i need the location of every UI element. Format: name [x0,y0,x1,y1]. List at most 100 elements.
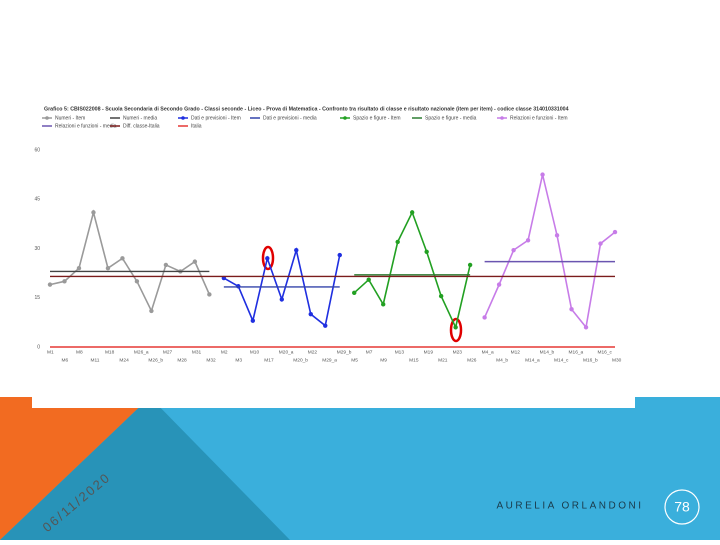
x-tick-label: M4_a [482,349,494,355]
legend-label: Diff. classe-Italia [123,123,160,129]
legend-marker [45,116,49,120]
x-tick-label: M16_c [598,349,613,355]
point [453,325,458,330]
point [583,325,589,330]
legend-marker [181,116,185,120]
point [105,266,111,271]
page-circle [664,489,700,525]
x-tick-label: M23 [453,349,463,355]
point [91,210,96,215]
point [424,249,429,254]
point [496,282,502,287]
point [279,297,284,302]
x-tick-label: M16_b [583,357,598,363]
teal-shape [0,397,290,540]
point [511,247,516,253]
x-tick-label: M8 [76,349,83,355]
point [438,293,444,299]
x-tick-label: M2 [221,349,228,355]
legend-label: Numeri - media [123,115,157,121]
author: AURELIA ORLANDONI [497,501,644,512]
point [62,279,67,284]
legend-label: Spazio e figure - media [425,115,477,121]
point [395,239,400,245]
x-tick-label: M14_b [540,349,555,355]
point [207,292,212,297]
point [569,307,574,312]
x-tick-label: M26 [467,357,477,363]
point [323,323,328,328]
highlight [449,317,463,343]
x-tick-label: M13 [395,349,405,355]
y-tick-label: 15 [34,295,40,301]
x-tick-label: M11 [90,357,99,363]
legend-label: Spazio e figure - Item [353,115,401,121]
y-tick-label: 30 [34,246,40,252]
point [76,266,82,271]
x-tick-label: M18 [105,349,115,355]
point [120,256,125,261]
x-tick-label: M28 [177,357,187,363]
x-tick-label: M21 [438,357,448,363]
series-line [483,174,616,330]
y-tick-label: 45 [34,197,40,203]
x-tick-label: M17 [264,357,274,363]
point [47,282,53,287]
x-tick-label: M29_b [337,349,352,355]
x-tick-label: M15 [409,357,419,363]
x-tick-label: M20_b [293,357,308,363]
page-number: 78 [674,499,690,515]
x-tick-label: M3 [235,357,242,363]
point [294,247,299,253]
point [308,311,313,317]
point [352,290,357,296]
x-tick-label: M27 [163,349,173,355]
x-tick-label: M1 [47,349,54,355]
x-tick-label: M26_b [148,357,163,363]
x-tick-label: M9 [380,357,387,363]
legend-label: Relazioni e funzioni - Item [510,115,568,121]
chart-image [32,95,635,408]
point [554,233,560,238]
x-tick-label: M4_b [496,357,508,363]
point [265,256,270,261]
legend-marker [500,116,504,120]
x-tick-label: M12 [511,349,521,355]
point [134,279,140,284]
x-tick-label: M19 [424,349,434,355]
point [250,318,256,323]
x-tick-label: M16_a [569,349,584,355]
point [540,172,545,177]
x-tick-label: M5 [351,357,358,363]
x-tick-label: M10 [250,349,260,355]
legend-label: Numeri - Item [55,115,85,121]
x-tick-label: M31 [192,349,202,355]
legend-label: Dati e previsioni - media [263,115,317,121]
y-tick-label: 60 [34,147,40,153]
point [598,241,603,246]
point [381,302,386,307]
point [612,229,618,235]
x-tick-label: M14_a [525,357,540,363]
x-tick-label: M22 [308,349,318,355]
highlight [261,245,275,271]
x-tick-label: M24 [119,357,129,363]
x-tick-label: M6 [61,357,68,363]
legend-label: Dati e previsioni - Item [191,115,241,121]
legend-label: Italia [191,123,202,129]
point [163,262,169,268]
point [366,277,371,282]
legend-marker [343,116,347,120]
x-tick-label: M29_a [322,357,337,363]
point [409,210,415,215]
series-line [49,209,211,314]
x-tick-label: M32 [206,357,216,363]
point [525,238,531,243]
x-tick-label: M14_c [554,357,569,363]
chart-title: Grafico 5: CBIS022008 - Scuola Secondari… [44,106,569,112]
y-tick-label: 0 [37,344,40,350]
point [467,262,473,268]
legend-label: Relazioni e funzioni - media [55,123,117,129]
x-tick-label: M30 [612,357,622,363]
